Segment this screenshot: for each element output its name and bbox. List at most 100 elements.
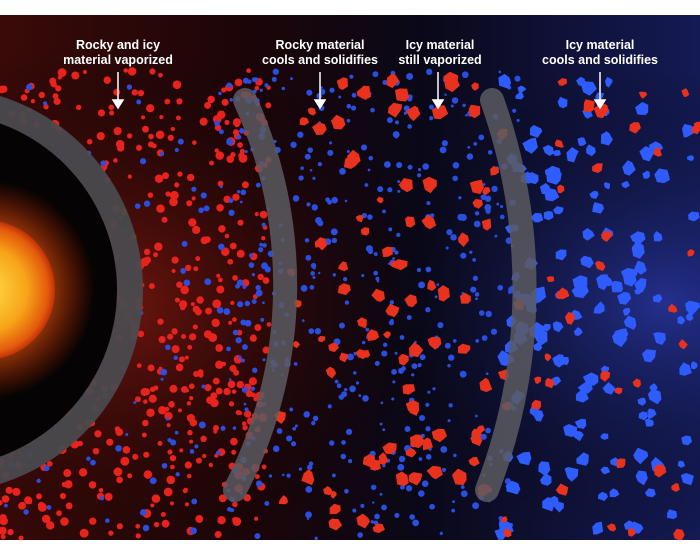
particle [498, 73, 511, 89]
particle [417, 363, 422, 368]
particle [386, 117, 393, 124]
particle [125, 433, 129, 437]
particle [485, 310, 492, 318]
particle [98, 488, 104, 493]
particle [312, 275, 316, 279]
particle [635, 470, 648, 486]
particle [460, 252, 467, 259]
particle [497, 284, 504, 291]
label: cools and solidifies [262, 53, 378, 67]
particle [621, 181, 630, 189]
particle [450, 104, 454, 108]
particle [344, 387, 348, 392]
particle [158, 336, 166, 344]
particle [470, 286, 477, 293]
particle [434, 295, 438, 299]
particle [219, 185, 223, 189]
particle [195, 457, 202, 464]
particle [113, 126, 122, 136]
particle [177, 171, 183, 177]
particle [614, 328, 629, 341]
particle [217, 110, 226, 119]
particle [82, 69, 87, 74]
particle [232, 317, 237, 322]
particle [453, 453, 457, 458]
particle [310, 262, 317, 269]
particle [542, 144, 555, 156]
particle [254, 212, 259, 217]
arrows [111, 72, 607, 110]
particle [419, 416, 423, 420]
particle [469, 250, 473, 254]
particle [147, 364, 155, 372]
particle [396, 232, 401, 237]
particle [43, 101, 48, 106]
particle [406, 73, 414, 80]
particle [474, 292, 480, 297]
particle [227, 258, 234, 265]
particle [78, 468, 88, 477]
particle [175, 115, 181, 121]
particle [687, 249, 695, 257]
particle [364, 183, 369, 187]
particle [306, 517, 310, 520]
particle [18, 535, 24, 540]
particle [150, 503, 155, 508]
particle [592, 202, 605, 214]
particle [620, 268, 638, 282]
particle [177, 408, 182, 413]
particle [516, 118, 520, 122]
particle [437, 285, 450, 302]
particle [228, 198, 234, 204]
particle [293, 340, 301, 349]
particle [215, 360, 224, 369]
particle [254, 85, 260, 91]
particle [75, 104, 82, 111]
particle [397, 463, 405, 471]
particle [65, 502, 73, 510]
particle [376, 196, 384, 204]
particle [192, 225, 201, 235]
particle [86, 138, 93, 145]
particle [611, 280, 624, 293]
particle [327, 149, 334, 156]
particle [203, 205, 210, 212]
particle [234, 78, 243, 87]
particle [395, 471, 409, 486]
particle [212, 425, 219, 432]
particle [410, 434, 426, 449]
particle [232, 426, 237, 430]
particle [378, 452, 389, 465]
particle [418, 457, 423, 461]
particle [404, 426, 411, 432]
particle [360, 503, 365, 509]
particle [249, 253, 253, 258]
particle [574, 418, 587, 429]
particle [306, 202, 311, 207]
particle [122, 446, 131, 454]
particle [303, 411, 310, 418]
particle [183, 279, 191, 287]
particle [286, 473, 291, 478]
particle [460, 490, 468, 498]
particle [45, 521, 55, 530]
particle [307, 147, 314, 153]
particle [686, 155, 695, 162]
particle [272, 68, 279, 75]
particle [461, 71, 469, 79]
particle [649, 383, 658, 392]
particle [349, 385, 356, 393]
particle [290, 77, 293, 81]
particle [182, 488, 188, 494]
particle [374, 360, 380, 366]
particle [441, 467, 447, 472]
particle [467, 145, 471, 149]
particle [349, 74, 354, 79]
particle [331, 196, 338, 204]
particle [149, 68, 156, 75]
particle [531, 399, 542, 410]
particle [177, 138, 184, 145]
particle [379, 492, 383, 496]
particle [409, 514, 416, 520]
label: still vaporized [398, 53, 481, 67]
